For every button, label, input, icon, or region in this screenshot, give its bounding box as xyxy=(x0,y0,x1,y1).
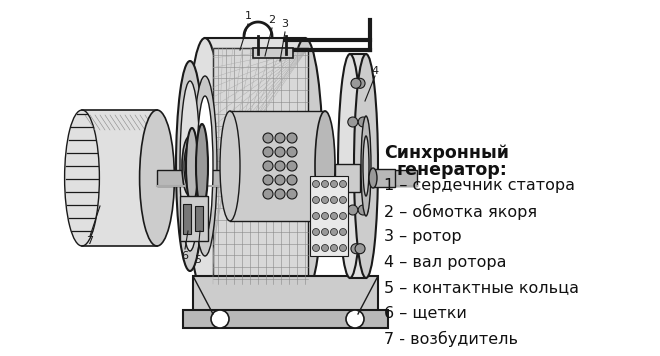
Circle shape xyxy=(331,197,337,204)
Bar xyxy=(213,48,308,284)
Circle shape xyxy=(287,189,297,199)
Ellipse shape xyxy=(315,111,335,221)
Ellipse shape xyxy=(180,81,200,251)
Ellipse shape xyxy=(369,168,377,188)
Bar xyxy=(180,196,208,241)
Circle shape xyxy=(351,78,361,88)
Text: 5: 5 xyxy=(195,255,201,265)
Text: 5 – контактные кольца: 5 – контактные кольца xyxy=(384,280,579,295)
Text: генератор:: генератор: xyxy=(396,161,507,179)
Circle shape xyxy=(312,245,319,251)
Bar xyxy=(195,206,203,231)
Text: 6 – щетки: 6 – щетки xyxy=(384,305,467,320)
Circle shape xyxy=(287,175,297,185)
Polygon shape xyxy=(205,38,305,294)
Ellipse shape xyxy=(363,136,369,196)
Circle shape xyxy=(339,197,346,204)
Polygon shape xyxy=(230,111,325,221)
Circle shape xyxy=(339,229,346,236)
Circle shape xyxy=(287,161,297,171)
Circle shape xyxy=(351,244,361,254)
Circle shape xyxy=(312,197,319,204)
Polygon shape xyxy=(82,110,157,246)
Polygon shape xyxy=(350,54,366,278)
Circle shape xyxy=(312,229,319,236)
Text: 7 - возбудитель: 7 - возбудитель xyxy=(384,331,518,347)
Ellipse shape xyxy=(65,110,100,246)
Ellipse shape xyxy=(186,128,198,204)
Ellipse shape xyxy=(176,61,204,271)
Circle shape xyxy=(287,147,297,157)
Circle shape xyxy=(355,78,365,88)
Bar xyxy=(335,164,360,192)
Bar xyxy=(373,169,395,187)
Circle shape xyxy=(287,133,297,143)
Circle shape xyxy=(312,213,319,220)
Bar xyxy=(157,170,417,186)
Circle shape xyxy=(321,197,329,204)
Circle shape xyxy=(358,117,368,127)
Circle shape xyxy=(339,180,346,188)
Circle shape xyxy=(321,180,329,188)
Circle shape xyxy=(355,244,365,254)
Ellipse shape xyxy=(197,96,213,236)
Circle shape xyxy=(263,175,273,185)
Circle shape xyxy=(275,189,285,199)
Circle shape xyxy=(358,205,368,215)
Bar xyxy=(183,310,388,328)
Ellipse shape xyxy=(338,54,362,278)
Circle shape xyxy=(312,180,319,188)
Circle shape xyxy=(339,245,346,251)
Circle shape xyxy=(275,161,285,171)
Circle shape xyxy=(331,229,337,236)
Text: 1: 1 xyxy=(244,11,251,21)
Ellipse shape xyxy=(140,110,174,246)
Text: 4 – вал ротора: 4 – вал ротора xyxy=(384,255,507,269)
Circle shape xyxy=(348,205,358,215)
Bar xyxy=(310,176,348,256)
Text: 7: 7 xyxy=(86,236,94,246)
Ellipse shape xyxy=(187,38,223,294)
Ellipse shape xyxy=(220,111,240,221)
Circle shape xyxy=(275,175,285,185)
Ellipse shape xyxy=(354,54,378,278)
Circle shape xyxy=(331,245,337,251)
Text: 3: 3 xyxy=(282,19,288,29)
Text: 6: 6 xyxy=(182,251,189,261)
Text: 4: 4 xyxy=(372,66,379,76)
Circle shape xyxy=(263,161,273,171)
Ellipse shape xyxy=(287,38,323,294)
Circle shape xyxy=(331,213,337,220)
Text: 3 – ротор: 3 – ротор xyxy=(384,229,462,244)
Ellipse shape xyxy=(361,116,371,216)
Circle shape xyxy=(321,213,329,220)
Text: 2 – обмотка якоря: 2 – обмотка якоря xyxy=(384,204,537,220)
Circle shape xyxy=(275,133,285,143)
Bar xyxy=(193,276,378,314)
Circle shape xyxy=(321,229,329,236)
Ellipse shape xyxy=(196,124,208,208)
Circle shape xyxy=(339,213,346,220)
Circle shape xyxy=(331,180,337,188)
Circle shape xyxy=(321,245,329,251)
Ellipse shape xyxy=(184,144,196,188)
Circle shape xyxy=(263,189,273,199)
Text: 1 – сердечник статора: 1 – сердечник статора xyxy=(384,178,575,193)
Bar xyxy=(183,204,191,234)
Text: Синхронный: Синхронный xyxy=(384,144,509,162)
Circle shape xyxy=(263,133,273,143)
Circle shape xyxy=(348,117,358,127)
Circle shape xyxy=(346,310,364,328)
Ellipse shape xyxy=(182,136,198,196)
Bar xyxy=(253,48,293,58)
Circle shape xyxy=(275,147,285,157)
Circle shape xyxy=(211,310,229,328)
Circle shape xyxy=(263,147,273,157)
Ellipse shape xyxy=(193,76,217,256)
Text: 2: 2 xyxy=(269,15,276,25)
